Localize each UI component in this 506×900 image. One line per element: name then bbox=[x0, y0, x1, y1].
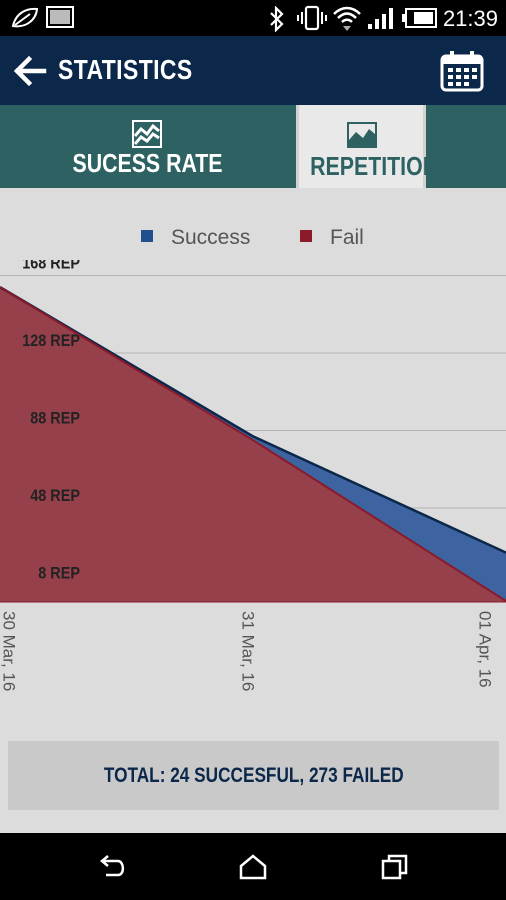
tab-more[interactable] bbox=[426, 105, 506, 188]
tab-success-rate-label: SUCESS RATE bbox=[72, 148, 223, 178]
legend-item-fail: Fail bbox=[300, 226, 364, 250]
calendar-icon[interactable] bbox=[440, 50, 484, 92]
x-tick-label: 01 Apr, 16 bbox=[476, 611, 495, 688]
y-tick-label: 88 REP bbox=[30, 410, 80, 428]
line-success bbox=[0, 286, 506, 554]
status-time: 21:39 bbox=[442, 6, 498, 31]
tab-bar: SUCESS RATE REPETITION bbox=[0, 105, 506, 188]
total-summary-text: TOTAL: 24 SUCCESFUL, 273 FAILED bbox=[103, 764, 404, 787]
system-nav-bar bbox=[0, 833, 506, 900]
x-tick-label: 30 Mar, 16 bbox=[0, 611, 19, 691]
line-chart-icon bbox=[132, 120, 162, 148]
app-bar: STATISTICS bbox=[0, 36, 506, 105]
legend-swatch-success bbox=[141, 230, 153, 243]
home-icon[interactable] bbox=[238, 853, 268, 881]
image-icon bbox=[46, 6, 74, 28]
area-chart-icon bbox=[347, 122, 377, 148]
bluetooth-icon bbox=[270, 6, 284, 32]
wifi-icon bbox=[333, 6, 361, 31]
recent-apps-icon[interactable] bbox=[380, 853, 410, 881]
legend-label-fail: Fail bbox=[330, 226, 364, 249]
arrow-left-icon[interactable] bbox=[12, 53, 48, 89]
legend-item-success: Success bbox=[141, 226, 250, 250]
y-tick-label: 48 REP bbox=[30, 487, 80, 505]
legend-swatch-fail bbox=[300, 230, 312, 243]
leaf-icon bbox=[11, 7, 39, 28]
back-nav-icon[interactable] bbox=[98, 853, 128, 881]
area-fail bbox=[0, 287, 506, 602]
y-tick-label: 168 REP bbox=[22, 260, 80, 273]
signal-icon bbox=[368, 8, 393, 29]
total-summary: TOTAL: 24 SUCCESFUL, 273 FAILED bbox=[8, 741, 499, 810]
repetition-chart: 8 REP 48 REP 88 REP 128 REP 168 REP 30 Mar, 1… bbox=[0, 260, 506, 691]
tab-repetition[interactable]: REPETITION bbox=[296, 105, 439, 188]
tab-repetition-label: REPETITION bbox=[310, 151, 439, 181]
x-tick-label: 31 Mar, 16 bbox=[239, 611, 258, 691]
vibrate-icon bbox=[297, 5, 327, 31]
battery-icon bbox=[402, 8, 437, 28]
line-fail bbox=[0, 286, 506, 602]
y-tick-label: 128 REP bbox=[22, 332, 80, 350]
chart-legend: Success Fail bbox=[0, 226, 506, 256]
page-title: STATISTICS bbox=[58, 54, 193, 85]
tab-success-rate[interactable]: SUCESS RATE bbox=[0, 105, 295, 188]
legend-label-success: Success bbox=[171, 226, 251, 249]
status-bar: 21:39 bbox=[0, 0, 506, 36]
y-tick-label: 8 REP bbox=[38, 565, 80, 583]
